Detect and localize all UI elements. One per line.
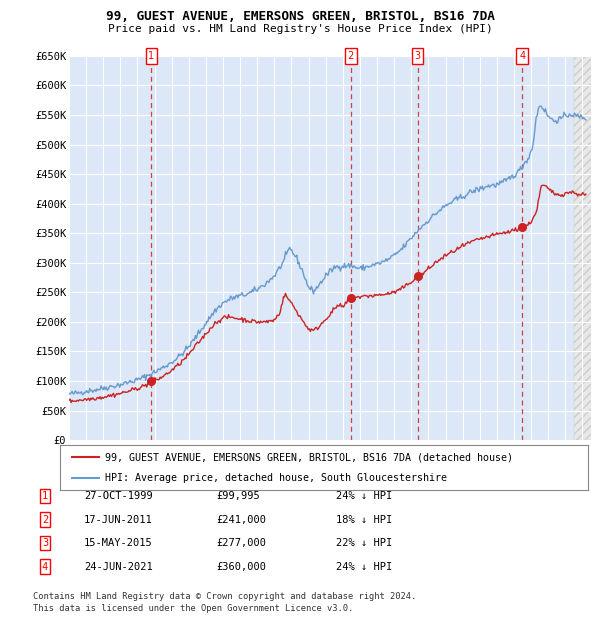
Text: 99, GUEST AVENUE, EMERSONS GREEN, BRISTOL, BS16 7DA: 99, GUEST AVENUE, EMERSONS GREEN, BRISTO… [106,10,494,23]
Text: 99, GUEST AVENUE, EMERSONS GREEN, BRISTOL, BS16 7DA (detached house): 99, GUEST AVENUE, EMERSONS GREEN, BRISTO… [105,452,513,463]
Text: 27-OCT-1999: 27-OCT-1999 [84,491,153,501]
Text: 24% ↓ HPI: 24% ↓ HPI [336,562,392,572]
Text: 24-JUN-2021: 24-JUN-2021 [84,562,153,572]
Text: 1: 1 [148,51,155,61]
Text: 18% ↓ HPI: 18% ↓ HPI [336,515,392,525]
Text: 3: 3 [42,538,48,548]
Text: 1: 1 [42,491,48,501]
Text: This data is licensed under the Open Government Licence v3.0.: This data is licensed under the Open Gov… [33,603,353,613]
Text: 15-MAY-2015: 15-MAY-2015 [84,538,153,548]
Text: 3: 3 [415,51,421,61]
Bar [574,56,599,440]
Text: £360,000: £360,000 [216,562,266,572]
Text: 4: 4 [42,562,48,572]
Text: Price paid vs. HM Land Registry's House Price Index (HPI): Price paid vs. HM Land Registry's House … [107,24,493,33]
Text: £241,000: £241,000 [216,515,266,525]
Text: 17-JUN-2011: 17-JUN-2011 [84,515,153,525]
Text: HPI: Average price, detached house, South Gloucestershire: HPI: Average price, detached house, Sout… [105,472,447,483]
Text: £99,995: £99,995 [216,491,260,501]
Text: Contains HM Land Registry data © Crown copyright and database right 2024.: Contains HM Land Registry data © Crown c… [33,592,416,601]
Text: £277,000: £277,000 [216,538,266,548]
Text: 2: 2 [42,515,48,525]
Text: 4: 4 [519,51,525,61]
Text: 2: 2 [347,51,354,61]
Text: 24% ↓ HPI: 24% ↓ HPI [336,491,392,501]
Text: 22% ↓ HPI: 22% ↓ HPI [336,538,392,548]
